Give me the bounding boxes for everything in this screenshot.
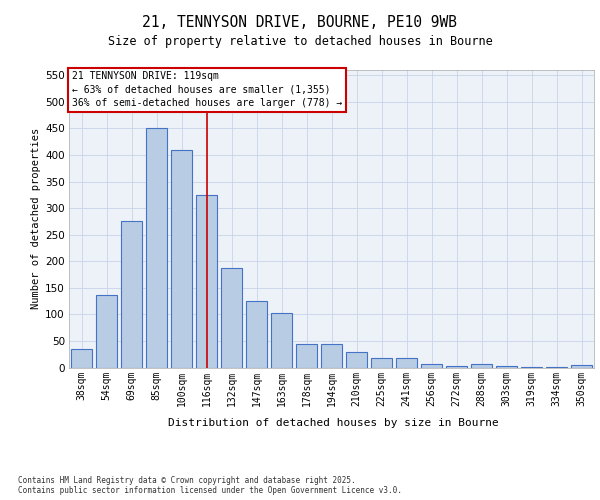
Bar xyxy=(396,358,417,368)
Bar xyxy=(146,128,167,368)
Bar xyxy=(96,294,117,368)
Y-axis label: Number of detached properties: Number of detached properties xyxy=(31,128,41,310)
Bar xyxy=(371,358,392,368)
Bar xyxy=(571,366,592,368)
Text: Size of property relative to detached houses in Bourne: Size of property relative to detached ho… xyxy=(107,34,493,48)
Bar xyxy=(421,364,442,368)
Text: Contains HM Land Registry data © Crown copyright and database right 2025.
Contai: Contains HM Land Registry data © Crown c… xyxy=(18,476,402,495)
Bar xyxy=(546,367,567,368)
Bar xyxy=(446,366,467,368)
Bar xyxy=(296,344,317,367)
Bar xyxy=(471,364,492,368)
Bar xyxy=(346,352,367,368)
Bar xyxy=(221,268,242,368)
Bar xyxy=(521,367,542,368)
Text: 21, TENNYSON DRIVE, BOURNE, PE10 9WB: 21, TENNYSON DRIVE, BOURNE, PE10 9WB xyxy=(143,15,458,30)
Bar xyxy=(321,344,342,367)
Bar xyxy=(496,366,517,368)
Bar xyxy=(246,301,267,368)
Text: Distribution of detached houses by size in Bourne: Distribution of detached houses by size … xyxy=(167,418,499,428)
Bar xyxy=(71,349,92,368)
Bar xyxy=(196,195,217,368)
Bar xyxy=(121,222,142,368)
Bar xyxy=(171,150,192,368)
Bar xyxy=(271,313,292,368)
Text: 21 TENNYSON DRIVE: 119sqm
← 63% of detached houses are smaller (1,355)
36% of se: 21 TENNYSON DRIVE: 119sqm ← 63% of detac… xyxy=(71,72,342,108)
